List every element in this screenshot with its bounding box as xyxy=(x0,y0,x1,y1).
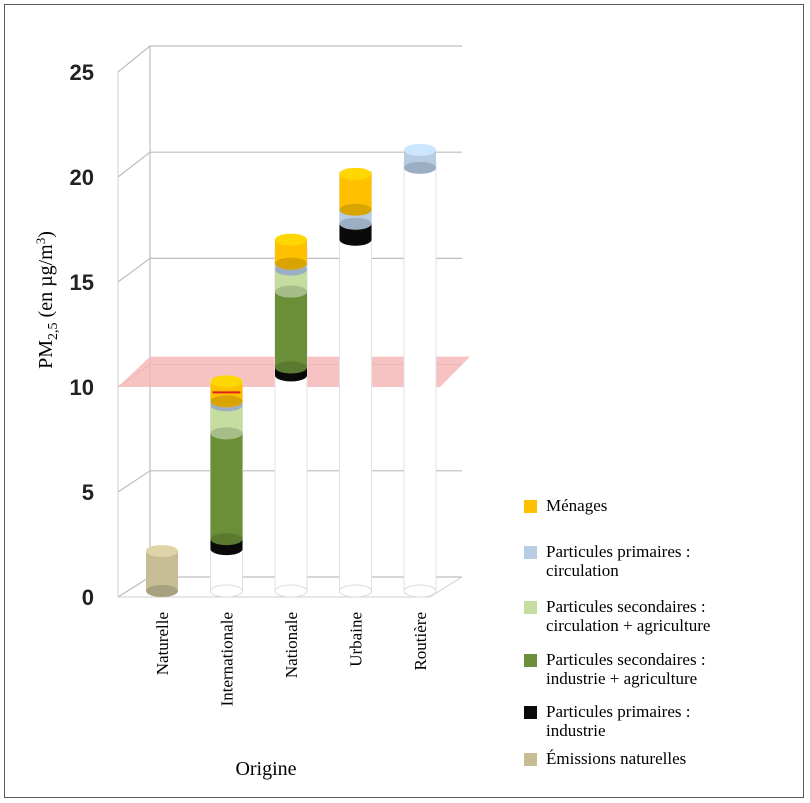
legend-item: Particules primaires : industrie xyxy=(524,702,690,740)
bar-segment-body xyxy=(146,551,178,591)
bar-segment xyxy=(339,167,372,216)
bar-segment-body xyxy=(275,239,307,264)
x-tick-label: Routière xyxy=(411,612,430,671)
x-tick-label: Urbaine xyxy=(347,612,366,667)
y-axis-ticks: 0 5 10 15 20 25 xyxy=(70,60,94,610)
bar-segment-body xyxy=(210,433,243,540)
legend-swatch xyxy=(524,500,537,513)
bar-segment-bottom xyxy=(339,217,372,230)
y-tick-label: 25 xyxy=(70,60,94,85)
bar-segment-bottom xyxy=(210,395,243,408)
bar-segment-body xyxy=(275,269,307,292)
y-axis-title: PM2,5 (en µg/m3) xyxy=(33,231,61,369)
bars-layer xyxy=(146,143,437,598)
y-tick-label: 0 xyxy=(82,585,94,610)
y-tick-label: 20 xyxy=(70,165,94,190)
legend-item: Particules secondaires : industrie + agr… xyxy=(524,650,706,688)
bar-segment-bottom xyxy=(275,361,307,374)
column-base xyxy=(274,584,308,598)
bar-segment-bottom xyxy=(339,233,372,246)
legend-label: Émissions naturelles xyxy=(546,749,687,768)
bar-segment-body xyxy=(275,291,307,368)
legend-swatch xyxy=(524,706,537,719)
bar-segment xyxy=(404,143,436,174)
column-base xyxy=(339,584,372,598)
column-outline xyxy=(403,161,437,592)
y-tick-label: 15 xyxy=(70,270,94,295)
legend-item: Émissions naturelles xyxy=(524,749,686,768)
bar-segment-bottom xyxy=(146,585,178,597)
bar-segment-bottom xyxy=(404,161,436,174)
column-base xyxy=(210,584,243,598)
x-axis-title: Origine xyxy=(235,758,296,780)
legend-swatch xyxy=(524,654,537,667)
legend-item: Particules primaires : circulation xyxy=(524,542,690,580)
bar-segment xyxy=(146,545,178,597)
floor-edge xyxy=(429,576,463,598)
legend-swatch xyxy=(524,753,537,766)
legend-label: Particules primaires : industrie xyxy=(546,702,691,740)
y-tick-label: 10 xyxy=(70,375,94,400)
bar-segment xyxy=(210,427,243,546)
gridline xyxy=(117,45,462,73)
legend-label: Particules primaires : circulation xyxy=(546,542,691,580)
legend-label: Particules secondaires : circulation + a… xyxy=(546,597,711,635)
bar-segment-bottom xyxy=(210,543,243,556)
x-tick-label: Naturelle xyxy=(153,612,172,675)
bar-segment xyxy=(275,233,307,270)
bar-segment-top xyxy=(275,233,307,246)
legend-swatch xyxy=(524,601,537,614)
bar-segment-bottom xyxy=(210,427,243,440)
x-tick-label: Internationale xyxy=(218,612,237,706)
legend-item: Ménages xyxy=(524,496,607,515)
bar-segment-top xyxy=(210,375,243,388)
x-axis-ticks: Naturelle Internationale Nationale Urbaine R… xyxy=(153,612,430,706)
bar-segment-bottom xyxy=(210,533,243,546)
bar-segment-bottom xyxy=(339,203,372,216)
column-base xyxy=(403,584,437,598)
x-tick-label: Nationale xyxy=(282,612,301,678)
bar-segment-top xyxy=(146,545,178,558)
bar-segment-bottom xyxy=(275,285,307,298)
legend-swatch xyxy=(524,546,537,559)
legend-label: Particules secondaires : industrie + agr… xyxy=(546,650,706,688)
bar-segment-top xyxy=(404,143,436,156)
legend-label: Ménages xyxy=(546,496,608,515)
bar-segment-top xyxy=(339,167,372,180)
y-tick-label: 5 xyxy=(82,480,94,505)
figure-frame xyxy=(4,4,804,798)
bar-segment-bottom xyxy=(275,257,307,270)
bar-segment xyxy=(275,285,307,374)
legend-item: Particules secondaires : circulation + a… xyxy=(524,597,710,635)
